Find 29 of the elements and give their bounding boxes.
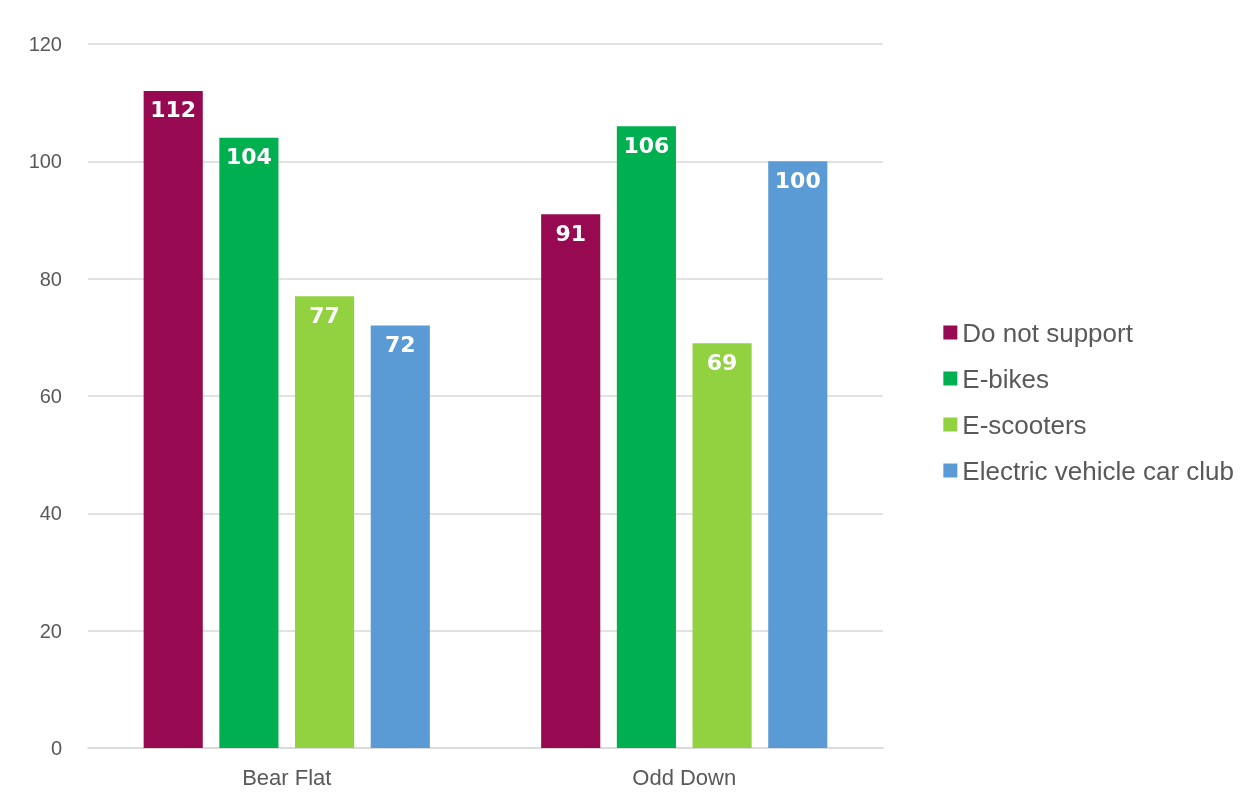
- x-tick-label: Bear Flat: [242, 764, 332, 790]
- y-tick-label: 120: [28, 33, 62, 55]
- legend-label: E-bikes: [962, 363, 1050, 394]
- y-tick-label: 20: [39, 619, 62, 642]
- legend-label: Do not support: [962, 317, 1134, 348]
- y-tick-label: 100: [28, 150, 62, 173]
- y-tick-label: 80: [39, 267, 62, 290]
- data-label: 69: [706, 349, 738, 375]
- bar: [143, 90, 203, 748]
- data-label: 77: [309, 302, 340, 328]
- bar: [616, 126, 676, 748]
- legend-label: Electric vehicle car club: [962, 455, 1234, 486]
- x-tick-label: Odd Down: [632, 764, 737, 790]
- y-tick-label: 60: [39, 385, 62, 407]
- data-label: 100: [774, 167, 821, 193]
- data-label: 112: [150, 97, 197, 123]
- bar: [541, 214, 601, 748]
- bar: [219, 137, 279, 748]
- y-tick-label: 0: [50, 737, 62, 759]
- data-label: 91: [555, 220, 587, 246]
- y-tick-label: 40: [39, 502, 62, 525]
- bar: [370, 325, 430, 748]
- bar: [295, 296, 355, 748]
- data-label: 72: [384, 332, 416, 358]
- data-label: 106: [623, 132, 670, 158]
- bar: [692, 343, 752, 748]
- data-label: 104: [225, 144, 272, 170]
- bar: [768, 161, 828, 748]
- legend-label: E-scooters: [962, 409, 1087, 440]
